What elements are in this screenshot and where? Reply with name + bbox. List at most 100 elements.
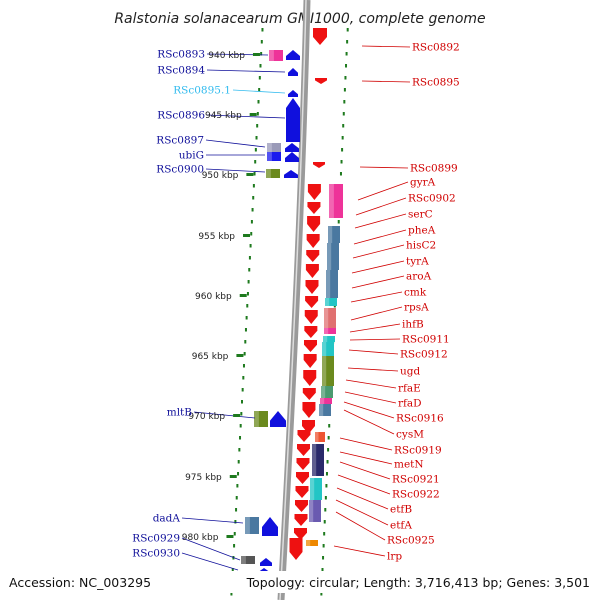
- leader-line: [181, 517, 244, 524]
- gene-label-RSc0921[interactable]: RSc0921: [392, 474, 440, 486]
- ortholog-box: [241, 556, 255, 564]
- gene-label-cysM[interactable]: cysM: [396, 429, 424, 441]
- gene-label-RSc0930[interactable]: RSc0930: [132, 548, 180, 560]
- gene-label-RSc0899[interactable]: RSc0899: [410, 163, 458, 175]
- gene-label-ihfB[interactable]: ihfB: [402, 319, 424, 331]
- ortholog-box: [329, 184, 343, 218]
- ruler-tick: [231, 568, 234, 572]
- gene-label-RSc0911[interactable]: RSc0911: [402, 334, 450, 346]
- gene-label-RSc0929[interactable]: RSc0929: [132, 533, 180, 545]
- ruler-tick: [341, 136, 344, 140]
- ortholog-box: [327, 243, 339, 256]
- gene-label-rfaD[interactable]: rfaD: [398, 398, 422, 410]
- gene-label-aroA[interactable]: aroA: [406, 271, 432, 283]
- reverse-gene-arrow: [297, 430, 311, 442]
- gene-label-RSc0894[interactable]: RSc0894: [157, 65, 205, 77]
- gene-label-RSc0892[interactable]: RSc0892: [412, 42, 460, 54]
- gene-label-RSc0897[interactable]: RSc0897: [156, 135, 204, 147]
- scale-tick: [249, 113, 257, 116]
- forward-gene-arrow: [286, 98, 300, 142]
- leader-line: [344, 391, 397, 404]
- gene-label-RSc0902[interactable]: RSc0902: [408, 193, 456, 205]
- ortholog-box: [325, 298, 337, 306]
- gene-label-RSc0912[interactable]: RSc0912: [400, 349, 448, 361]
- gene-label-etfA[interactable]: etfA: [390, 520, 412, 532]
- ruler-tick: [248, 256, 251, 260]
- gene-label-rpsA[interactable]: rpsA: [404, 302, 429, 314]
- ortholog-box: [254, 411, 268, 427]
- forward-gene-arrow: [262, 517, 278, 536]
- ruler-tick: [239, 424, 242, 428]
- gene-label-RSc0895[interactable]: RSc0895: [412, 77, 460, 89]
- ruler-tick: [250, 220, 253, 224]
- gene-label-RSc0893[interactable]: RSc0893: [157, 49, 205, 61]
- ortholog-box: [315, 432, 325, 442]
- gene-label-mltB[interactable]: mltB: [167, 407, 193, 419]
- ortholog-box-shade: [269, 50, 274, 61]
- gene-label-cmk[interactable]: cmk: [404, 287, 427, 299]
- reverse-gene-arrow: [296, 458, 310, 470]
- leader-line: [339, 451, 393, 465]
- reverse-gene-arrow: [307, 216, 321, 232]
- gene-label-pheA[interactable]: pheA: [408, 225, 436, 237]
- ortholog-box-shade: [266, 169, 271, 178]
- gene-label-serC[interactable]: serC: [408, 209, 433, 221]
- gene-label-tyrA[interactable]: tyrA: [406, 256, 429, 268]
- gene-label-etfB[interactable]: etfB: [390, 504, 412, 516]
- leader-line: [348, 349, 399, 355]
- gene-label-RSc0896[interactable]: RSc0896: [157, 110, 205, 122]
- gene-label-RSc0925[interactable]: RSc0925: [387, 535, 435, 547]
- gene-label-RSc0900[interactable]: RSc0900: [156, 164, 204, 176]
- ruler-tick: [345, 64, 348, 68]
- ortholog-box: [321, 386, 333, 398]
- ortholog-box-shade: [245, 517, 250, 534]
- ruler-tick: [342, 112, 345, 116]
- map-title: Ralstonia solanacearum GMI1000, complete…: [114, 11, 485, 27]
- ruler-tick: [326, 460, 329, 464]
- leader-line: [181, 537, 241, 561]
- ruler-tick: [342, 124, 345, 128]
- ortholog-box: [312, 444, 324, 476]
- leader-line: [359, 166, 409, 169]
- ruler-tick: [252, 196, 255, 200]
- ruler-tick: [255, 136, 258, 140]
- gene-label-hisC2[interactable]: hisC2: [406, 240, 436, 252]
- ruler-tick: [261, 28, 264, 32]
- scale-label: 950 kbp: [202, 171, 239, 181]
- ruler-tick: [241, 388, 244, 392]
- gene-label-gyrA[interactable]: gyrA: [410, 177, 436, 189]
- leader-line: [354, 213, 407, 229]
- gene-label-ugd[interactable]: ugd: [400, 366, 420, 378]
- gene-label-metN[interactable]: metN: [394, 459, 424, 471]
- ruler-tick: [343, 100, 346, 104]
- forward-gene-arrow: [270, 411, 286, 427]
- ortholog-box: [324, 328, 336, 334]
- leader-line: [355, 197, 407, 216]
- gene-label-RSc0922[interactable]: RSc0922: [392, 489, 440, 501]
- reverse-gene-arrow: [297, 444, 310, 456]
- ortholog-box: [267, 152, 281, 161]
- gene-label-RSc0895.1[interactable]: RSc0895.1: [173, 85, 231, 97]
- gene-label-rfaE[interactable]: rfaE: [398, 383, 421, 395]
- leader-line: [345, 379, 397, 389]
- gene-label-lrp[interactable]: lrp: [387, 551, 402, 563]
- forward-gene-arrow: [260, 558, 272, 566]
- ruler-tick: [341, 148, 344, 152]
- ruler-tick: [244, 340, 247, 344]
- ruler-tick: [346, 40, 349, 44]
- scale-tick: [226, 535, 234, 538]
- gene-label-RSc0919[interactable]: RSc0919: [394, 445, 442, 457]
- gene-label-ubiG[interactable]: ubiG: [179, 150, 204, 162]
- ortholog-box-shade: [267, 152, 272, 161]
- leader-line: [351, 260, 405, 274]
- ruler-tick: [235, 508, 238, 512]
- leader-line: [361, 80, 411, 83]
- forward-gene-arrow: [288, 90, 298, 97]
- gene-label-RSc0916[interactable]: RSc0916: [396, 413, 444, 425]
- leader-line: [349, 323, 401, 333]
- ruler-tick: [339, 172, 342, 176]
- ortholog-box-shade: [312, 444, 317, 476]
- scale-label: 965 kbp: [192, 352, 229, 362]
- gene-label-dadA[interactable]: dadA: [153, 513, 181, 525]
- leader-line: [205, 139, 266, 148]
